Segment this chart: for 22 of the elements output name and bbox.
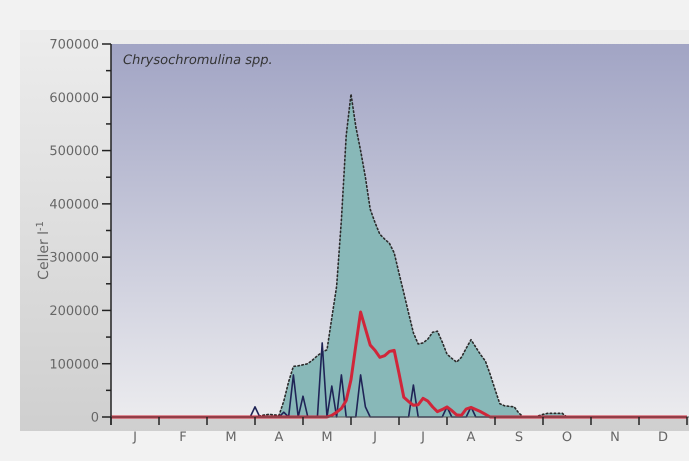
x-tick-label: M [225, 430, 237, 445]
x-tick-label: S [514, 430, 524, 445]
text: Chrysochromulina spp. [123, 53, 273, 68]
x-tick-label: D [658, 430, 668, 445]
y-tick-label: 300000 [49, 250, 99, 266]
y-tick-label: 600000 [49, 90, 99, 106]
y-tick-label: 700000 [49, 38, 99, 53]
x-tick-label: A [274, 430, 284, 445]
x-tick-label: M [321, 430, 333, 445]
x-tick-label: F [179, 430, 187, 445]
x-tick-label: J [132, 430, 137, 445]
x-tick-label: J [372, 430, 377, 445]
x-tick-label: A [466, 430, 476, 445]
y-tick-label: 100000 [49, 357, 99, 372]
y-tick-label: 200000 [49, 304, 99, 319]
x-tick-label: J [420, 430, 425, 445]
x-tick-label: N [610, 430, 620, 445]
line-series [110, 310, 688, 418]
y-tick-label: 400000 [49, 197, 99, 212]
y-tick-label: 0 [90, 410, 99, 426]
y-tick-label: 500000 [49, 144, 99, 160]
x-tick-label: O [562, 430, 572, 445]
